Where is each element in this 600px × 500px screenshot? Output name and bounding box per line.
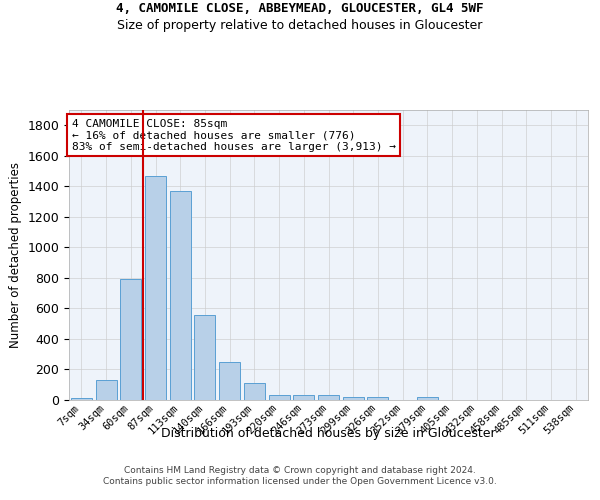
Bar bbox=[145, 176, 166, 400]
Bar bbox=[170, 191, 191, 400]
Text: Contains HM Land Registry data © Crown copyright and database right 2024.: Contains HM Land Registry data © Crown c… bbox=[124, 466, 476, 475]
Y-axis label: Number of detached properties: Number of detached properties bbox=[9, 162, 22, 348]
Bar bbox=[194, 314, 215, 400]
Text: Size of property relative to detached houses in Gloucester: Size of property relative to detached ho… bbox=[118, 19, 482, 32]
Text: 4 CAMOMILE CLOSE: 85sqm
← 16% of detached houses are smaller (776)
83% of semi-d: 4 CAMOMILE CLOSE: 85sqm ← 16% of detache… bbox=[71, 118, 395, 152]
Bar bbox=[244, 383, 265, 400]
Bar bbox=[219, 362, 240, 400]
Bar bbox=[318, 396, 339, 400]
Bar bbox=[95, 380, 116, 400]
Bar bbox=[269, 394, 290, 400]
Text: Distribution of detached houses by size in Gloucester: Distribution of detached houses by size … bbox=[161, 428, 496, 440]
Bar bbox=[417, 397, 438, 400]
Text: Contains public sector information licensed under the Open Government Licence v3: Contains public sector information licen… bbox=[103, 477, 497, 486]
Bar bbox=[293, 396, 314, 400]
Bar bbox=[71, 398, 92, 400]
Bar bbox=[120, 278, 141, 400]
Bar bbox=[367, 397, 388, 400]
Text: 4, CAMOMILE CLOSE, ABBEYMEAD, GLOUCESTER, GL4 5WF: 4, CAMOMILE CLOSE, ABBEYMEAD, GLOUCESTER… bbox=[116, 2, 484, 16]
Bar bbox=[343, 397, 364, 400]
